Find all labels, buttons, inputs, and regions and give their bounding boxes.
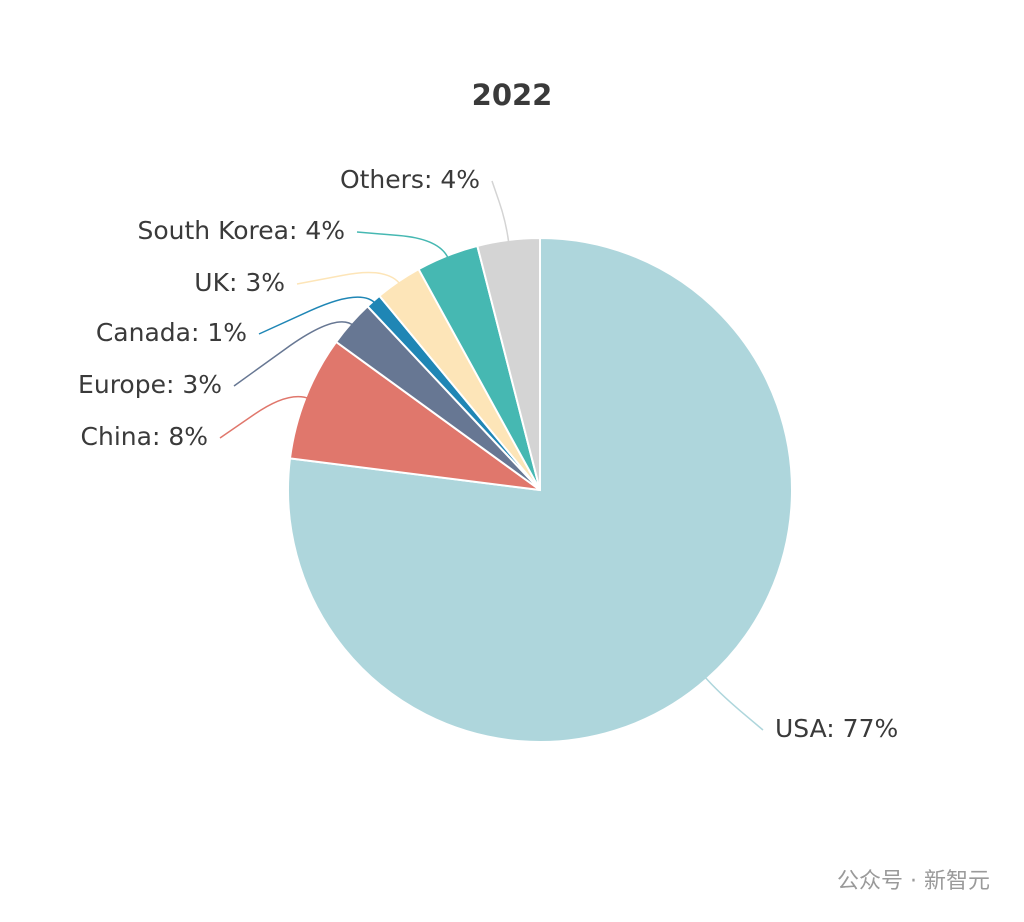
data-label: Canada: 1% (96, 318, 247, 347)
leader-line (296, 271, 402, 286)
data-label: USA: 77% (775, 714, 898, 743)
data-label: China: 8% (81, 422, 208, 451)
leader-line (356, 231, 450, 260)
data-label: South Korea: 4% (137, 216, 345, 245)
data-label: Europe: 3% (78, 370, 222, 399)
watermark: 公众号 · 新智元 (837, 869, 990, 894)
data-label: Others: 4% (340, 165, 480, 194)
data-label: UK: 3% (194, 268, 285, 297)
leader-line (703, 675, 764, 731)
leader-line (233, 321, 355, 387)
leader-line (258, 296, 377, 335)
chart-title: 2022 (472, 78, 553, 112)
leader-line (219, 395, 310, 439)
leader-line (491, 180, 510, 245)
